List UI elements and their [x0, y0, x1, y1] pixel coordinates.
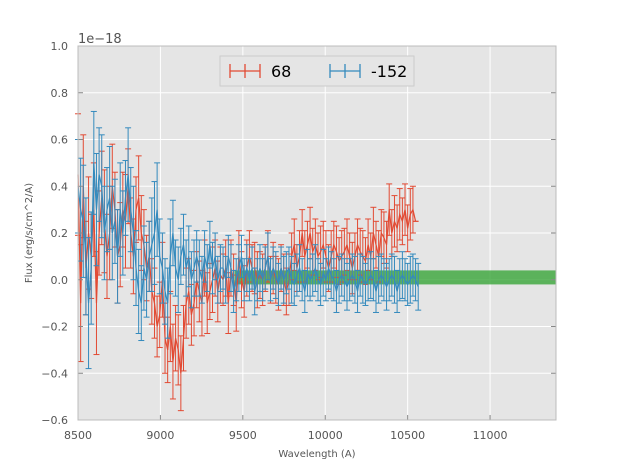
- legend-entry-1: 68: [229, 62, 291, 81]
- series-layer: [75, 110, 422, 412]
- x-tick-label: 10500: [390, 429, 425, 442]
- legend-entry-2: -152: [329, 62, 407, 81]
- y-tick-label: 0.4: [51, 180, 69, 193]
- x-tick-label: 11000: [473, 429, 508, 442]
- x-tick-label: 10000: [308, 429, 343, 442]
- series-2: [75, 110, 422, 370]
- series-line: [77, 162, 419, 304]
- y-tick-label: −0.6: [41, 414, 68, 427]
- plot-frame: [77, 45, 557, 421]
- ticks: 8500 9000 9500 10000 10500 11000 −0.6 −0.4 −0.2 0…: [41, 40, 557, 442]
- legend: 68 -152: [219, 55, 415, 87]
- legend-label-1: 68: [271, 62, 291, 81]
- y-tick-label: 1.0: [51, 40, 69, 53]
- y-tick-label: −0.2: [41, 321, 68, 334]
- y-tick-label: 0.0: [51, 274, 69, 287]
- y-axis-label: Flux (erg/s/cm^2/A): [24, 183, 35, 283]
- x-tick-label: 8500: [64, 429, 92, 442]
- x-tick-label: 9000: [146, 429, 174, 442]
- y-offset-label: 1e−18: [78, 32, 122, 47]
- x-tick-label: 9500: [229, 429, 257, 442]
- legend-label-2: -152: [371, 62, 407, 81]
- y-tick-label: 0.2: [51, 227, 69, 240]
- x-axis-label: Wavelength (A): [278, 449, 355, 460]
- y-tick-label: −0.4: [41, 367, 68, 380]
- y-tick-label: 0.6: [51, 134, 69, 147]
- y-tick-label: 0.8: [51, 87, 69, 100]
